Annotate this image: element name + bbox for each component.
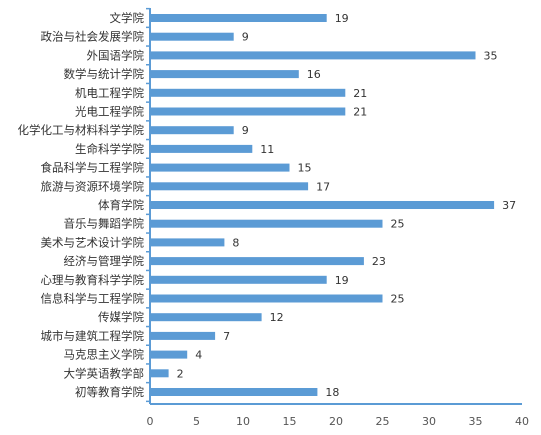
- category-label-20: 初等教育学院: [75, 385, 144, 399]
- x-tick-label-5: 25: [376, 415, 390, 428]
- value-label-17: 7: [223, 330, 230, 343]
- value-label-15: 25: [391, 293, 405, 306]
- bar-18: [150, 350, 188, 359]
- axes: [146, 7, 522, 405]
- bar-4: [150, 88, 346, 97]
- bar-5: [150, 107, 346, 116]
- bar-20: [150, 388, 318, 396]
- category-label-19: 大学英语教学部: [64, 366, 145, 380]
- x-tick-label-0: 0: [147, 415, 154, 428]
- x-tick-label-4: 20: [329, 415, 343, 428]
- value-label-20: 18: [325, 386, 339, 399]
- value-label-7: 11: [260, 143, 274, 156]
- category-label-14: 心理与教育科学学院: [41, 273, 145, 287]
- category-label-0: 文学院: [110, 11, 145, 25]
- bar-12: [150, 238, 225, 247]
- x-tick-label-1: 5: [193, 415, 200, 428]
- category-label-2: 外国语学院: [87, 48, 145, 62]
- x-tick-labels: 0 5 10 15 20 25 30 35 40: [147, 415, 530, 428]
- bar-16: [150, 313, 262, 322]
- category-label-10: 体育学院: [98, 198, 144, 212]
- category-label-8: 食品科学与工程学院: [41, 161, 145, 175]
- category-label-1: 政治与社会发展学院: [41, 30, 145, 44]
- value-label-8: 15: [298, 162, 312, 175]
- x-tick-label-6: 30: [422, 415, 436, 428]
- category-labels: 文学院政治与社会发展学院外国语学院数学与统计学院机电工程学院光电工程学院化学化工…: [18, 11, 145, 399]
- bar-19: [150, 369, 169, 378]
- value-label-4: 21: [353, 87, 367, 100]
- value-label-11: 25: [391, 218, 405, 231]
- category-label-11: 音乐与舞蹈学院: [64, 217, 145, 231]
- value-label-12: 8: [232, 236, 239, 249]
- value-label-0: 19: [335, 12, 349, 25]
- x-tick-label-2: 10: [236, 415, 250, 428]
- value-label-6: 9: [242, 124, 249, 137]
- x-tick-label-7: 35: [469, 415, 483, 428]
- x-tick-label-3: 15: [283, 415, 297, 428]
- category-label-15: 信息科学与工程学院: [41, 292, 145, 306]
- value-label-2: 35: [484, 49, 498, 62]
- category-label-4: 机电工程学院: [75, 86, 144, 100]
- bar-14: [150, 275, 327, 284]
- value-label-19: 2: [177, 367, 184, 380]
- category-label-18: 马克思主义学院: [64, 348, 145, 362]
- category-label-6: 化学化工与材料科学学院: [18, 123, 145, 137]
- bars-group: [150, 14, 495, 396]
- value-label-13: 23: [372, 255, 386, 268]
- value-label-14: 19: [335, 274, 349, 287]
- value-label-18: 4: [195, 349, 202, 362]
- bar-9: [150, 182, 309, 191]
- bar-3: [150, 70, 299, 79]
- value-labels: 19 9 35 16 21 21 9 11 15 17 37 25 8 23 19 25 12 7 42 18: [177, 12, 516, 399]
- value-label-16: 12: [270, 311, 284, 324]
- value-label-3: 16: [307, 68, 321, 81]
- category-label-12: 美术与艺术设计学院: [41, 235, 145, 249]
- category-label-7: 生命科学学院: [75, 142, 144, 156]
- category-label-13: 经济与管理学院: [64, 254, 145, 268]
- bar-2: [150, 51, 476, 60]
- value-label-10: 37: [502, 199, 516, 212]
- bar-7: [150, 144, 253, 153]
- bar-6: [150, 126, 234, 135]
- value-label-9: 17: [316, 180, 330, 193]
- value-label-5: 21: [353, 106, 367, 119]
- category-label-17: 城市与建筑工程学院: [41, 329, 145, 343]
- bar-13: [150, 257, 364, 266]
- bar-8: [150, 163, 290, 172]
- x-tick-label-8: 40: [515, 415, 529, 428]
- bar-1: [150, 32, 234, 41]
- category-label-9: 旅游与资源环境学院: [41, 179, 145, 193]
- bar-17: [150, 331, 216, 340]
- category-label-3: 数学与统计学院: [64, 67, 145, 81]
- bar-10: [150, 201, 495, 209]
- bar-11: [150, 219, 383, 228]
- bar-15: [150, 294, 383, 303]
- category-label-5: 光电工程学院: [75, 105, 144, 119]
- category-label-16: 传媒学院: [98, 310, 144, 324]
- value-label-1: 9: [242, 31, 249, 44]
- bar-0: [150, 14, 327, 22]
